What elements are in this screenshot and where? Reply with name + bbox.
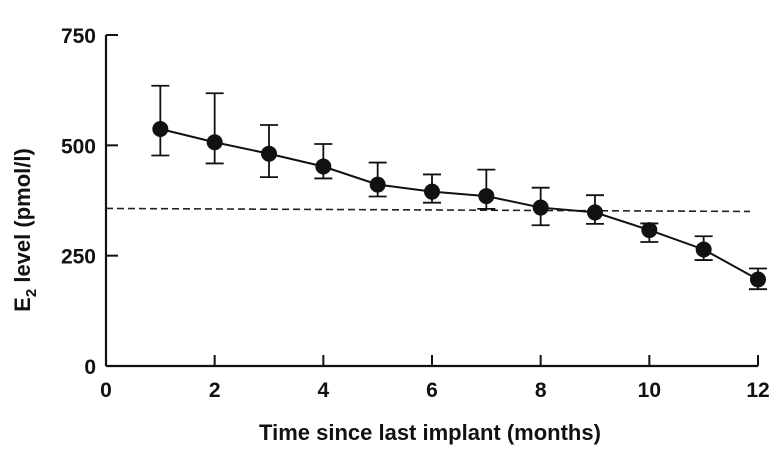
data-point: [261, 145, 277, 162]
x-tick-label: 8: [535, 379, 547, 402]
y-tick-label: 500: [61, 135, 96, 158]
data-point: [369, 176, 386, 193]
data-point: [532, 199, 549, 216]
series-line: [160, 128, 759, 281]
reference-line: [105, 207, 751, 213]
x-tick-label: 2: [209, 379, 221, 402]
x-axis-title: Time since last implant (months): [259, 420, 601, 445]
data-point: [315, 158, 332, 175]
data-point: [478, 188, 495, 205]
x-tick-label: 4: [317, 379, 329, 402]
y-tick-label: 750: [61, 25, 96, 48]
y-axis-title-rest: level (pmol/l): [10, 148, 35, 289]
axes: 0 2 4 6 8 10 12 0 250 500 750: [61, 25, 770, 402]
x-tick-label: 0: [100, 379, 112, 402]
y-tick-label: 0: [84, 356, 96, 379]
x-tick-label: 10: [638, 379, 661, 402]
data-point: [750, 271, 766, 288]
data-point: [424, 183, 440, 200]
data-point: [587, 204, 603, 221]
y-axis-title-main: E: [10, 297, 35, 312]
x-tick-label: 12: [746, 379, 769, 402]
y-axis-title-subscript: 2: [23, 289, 40, 297]
data-point: [152, 121, 169, 138]
x-tick-label: 6: [426, 379, 438, 402]
series-group: [151, 84, 767, 291]
reference-line-group: [105, 207, 751, 213]
data-point: [641, 222, 658, 239]
y-tick-label: 250: [61, 246, 96, 269]
y-axis-title: E2 level (pmol/l): [10, 148, 40, 312]
data-point: [695, 241, 712, 258]
data-point: [206, 134, 223, 151]
